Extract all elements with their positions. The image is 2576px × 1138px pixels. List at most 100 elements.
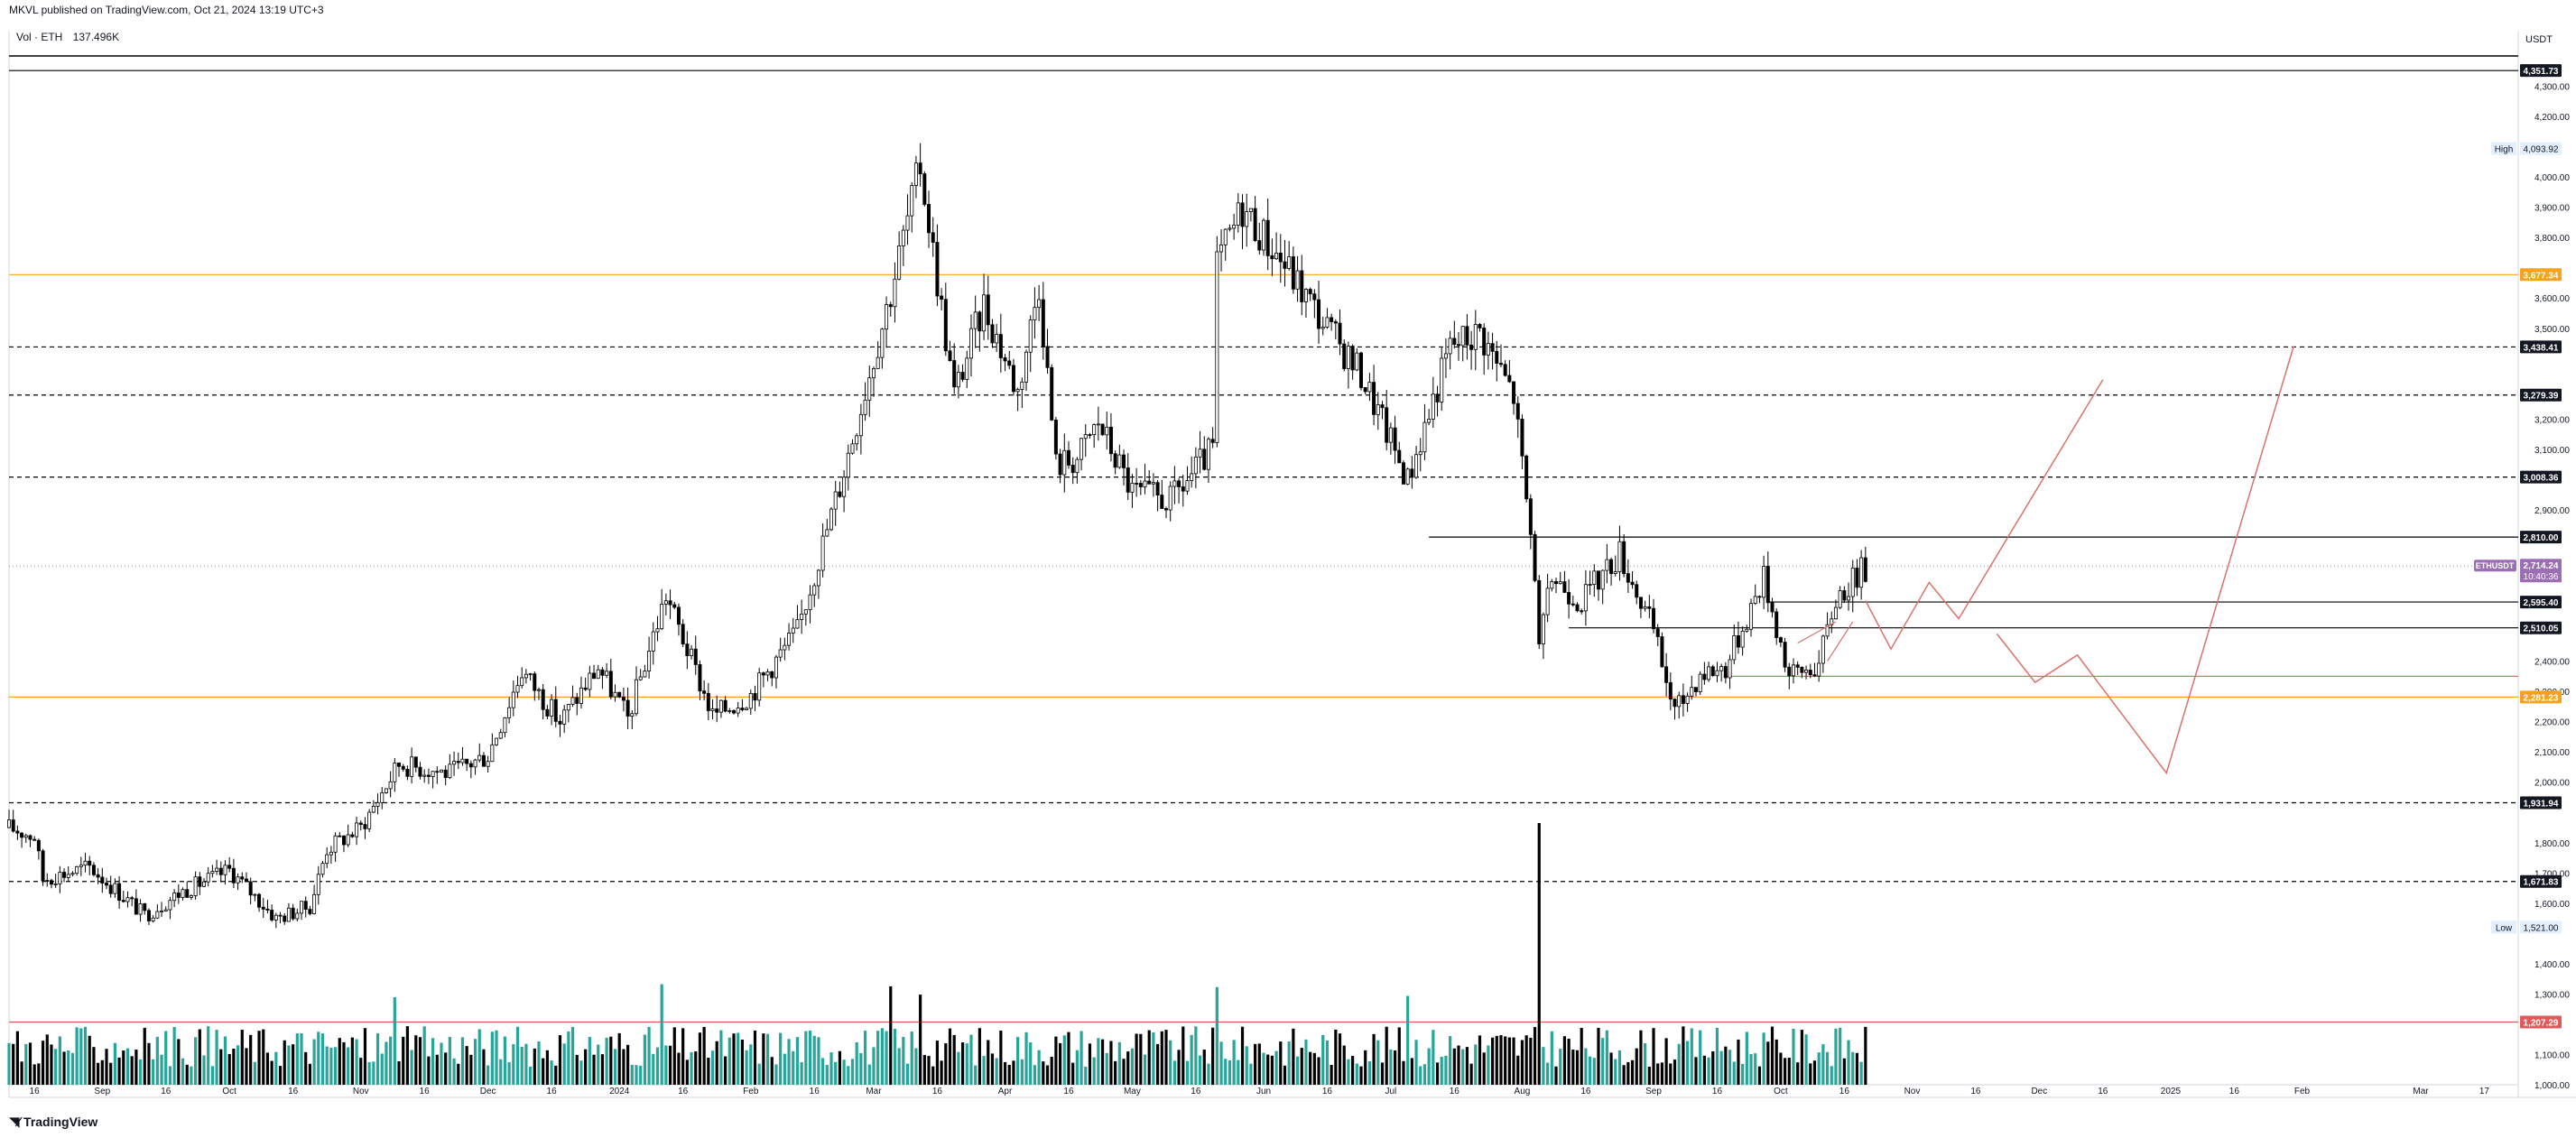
candle-body xyxy=(1728,659,1732,679)
volume-bar xyxy=(79,1028,83,1085)
volume-bar xyxy=(1774,1039,1778,1085)
volume-bar xyxy=(757,1063,761,1085)
volume-bar xyxy=(948,1028,952,1085)
volume-bar xyxy=(130,1056,134,1085)
volume-bar xyxy=(957,1051,960,1085)
volume-bar xyxy=(1766,1041,1770,1085)
volume-bar xyxy=(1029,1042,1033,1085)
candle-body xyxy=(300,901,304,914)
volume-bar xyxy=(910,1032,913,1085)
volume-bar xyxy=(385,1041,388,1085)
volume-bar xyxy=(931,1066,935,1085)
candle-body xyxy=(1312,293,1317,301)
candle-body xyxy=(621,696,625,701)
time-tick-label: 16 xyxy=(678,1087,689,1096)
candle-body xyxy=(1198,449,1202,458)
volume-bar xyxy=(287,1045,291,1085)
tradingview-brand-label: TradingView xyxy=(23,1115,98,1129)
volume-bar xyxy=(1410,1058,1413,1085)
candle-body xyxy=(913,162,918,186)
candle-body xyxy=(49,880,53,885)
volume-bar xyxy=(1644,1042,1647,1085)
candle-body xyxy=(1257,240,1262,251)
candle-body xyxy=(681,624,685,645)
price-tick-label: 4,300.00 xyxy=(2534,83,2570,93)
volume-legend-value: 137.496K xyxy=(72,31,120,43)
volume-bar xyxy=(885,1031,888,1085)
volume-bar xyxy=(1614,1059,1617,1085)
candle-body xyxy=(651,631,655,652)
candle-body xyxy=(1168,486,1172,511)
candle-body xyxy=(965,357,969,380)
volume-bar xyxy=(545,1050,549,1085)
candle-body xyxy=(787,633,792,646)
candle-body xyxy=(58,872,62,884)
candle-body xyxy=(388,781,393,790)
candle-body xyxy=(439,769,443,773)
volume-bar xyxy=(1147,1030,1151,1085)
candle-body xyxy=(1317,299,1321,329)
candle-body xyxy=(1808,670,1812,676)
volume-bar xyxy=(122,1050,125,1085)
volume-bar xyxy=(1449,1036,1452,1085)
candle-body xyxy=(1228,227,1232,230)
volume-bar xyxy=(1414,1040,1418,1085)
candle-body xyxy=(244,878,248,883)
candle-body xyxy=(435,771,440,773)
candle-body xyxy=(168,900,172,911)
candle-body xyxy=(698,664,702,692)
volume-bar xyxy=(795,1037,800,1085)
time-tick-label: 16 xyxy=(547,1087,558,1096)
level-badge xyxy=(2520,1015,2562,1029)
volume-bar xyxy=(1080,1031,1083,1085)
candle-body xyxy=(1664,666,1669,683)
candle-body xyxy=(1100,423,1105,436)
candle-body xyxy=(1401,462,1405,485)
last-price-badge xyxy=(2520,559,2562,583)
candle-body xyxy=(511,691,515,708)
tradingview-brand[interactable]: ◥⁄ TradingView xyxy=(9,1114,97,1130)
volume-bar xyxy=(1787,1058,1791,1085)
candle-body xyxy=(1135,483,1139,485)
candle-body xyxy=(1066,449,1070,466)
volume-bar xyxy=(32,1064,36,1085)
candle-body xyxy=(1503,364,1507,376)
candle-body xyxy=(1363,387,1367,393)
level-badge xyxy=(2520,796,2562,810)
volume-legend[interactable]: Vol · ETH 137.496K xyxy=(16,31,126,43)
volume-bar xyxy=(685,1059,689,1085)
volume-bar xyxy=(1007,1064,1011,1085)
candle-body xyxy=(160,911,164,912)
time-tick-label: May xyxy=(1124,1087,1141,1096)
volume-bar xyxy=(1685,1041,1690,1085)
tradingview-logo-icon: ◥⁄ xyxy=(9,1115,20,1130)
candle-body xyxy=(1567,592,1571,605)
volume-bar xyxy=(1211,1027,1215,1085)
volume-bar xyxy=(1715,1027,1719,1085)
volume-bar xyxy=(469,1054,473,1085)
volume-bar xyxy=(1728,1050,1732,1085)
volume-bar xyxy=(579,1060,583,1085)
volume-bar xyxy=(125,1048,130,1085)
candle-body xyxy=(803,609,808,615)
volume-bar xyxy=(1143,1054,1147,1085)
volume-bar xyxy=(465,1046,468,1085)
volume-bar xyxy=(1105,1052,1108,1085)
candle-body xyxy=(1588,584,1592,586)
candle-body xyxy=(588,672,592,690)
volume-bar xyxy=(97,1062,100,1085)
candle-body xyxy=(155,911,160,919)
candle-body xyxy=(375,801,380,807)
volume-bar xyxy=(363,1028,367,1085)
candle-body xyxy=(1469,344,1474,350)
volume-bar xyxy=(745,1050,748,1085)
price-axis-currency[interactable]: USDT xyxy=(2525,34,2553,45)
candle-body xyxy=(583,687,588,690)
candle-body xyxy=(1732,634,1737,661)
candle-body xyxy=(1037,299,1042,309)
volume-bar xyxy=(1533,1027,1537,1085)
candle-body xyxy=(1245,211,1249,227)
candle-body xyxy=(1710,666,1715,677)
volume-bar xyxy=(567,1031,570,1085)
